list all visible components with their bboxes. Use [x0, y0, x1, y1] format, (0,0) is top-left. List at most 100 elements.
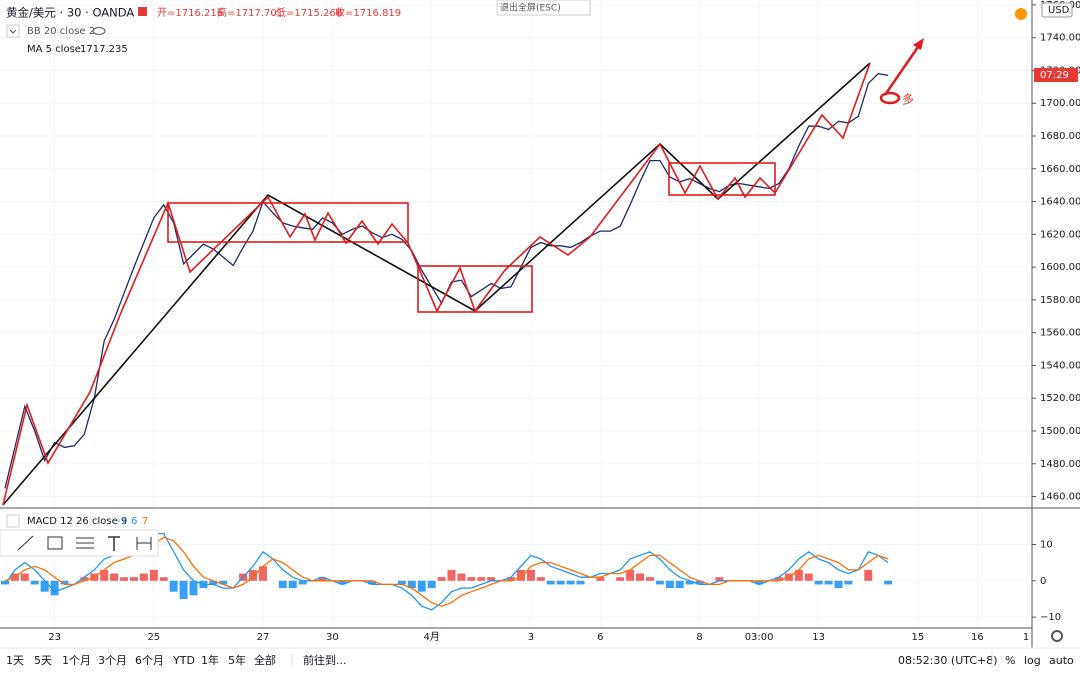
last-price-tag [1034, 68, 1078, 82]
histogram-bar [258, 566, 267, 581]
range-button[interactable]: YTD [172, 654, 195, 667]
histogram-bar [417, 580, 426, 592]
x-tick-label: 25 [147, 632, 160, 643]
exit-fullscreen-button[interactable] [496, 0, 591, 16]
arrow [883, 43, 922, 96]
y-tick-label: −10 [1040, 612, 1061, 623]
exit-fullscreen[interactable]: 退出全屏(ESC) [500, 2, 561, 14]
y-tick-label: 1680.000 [1040, 131, 1080, 142]
clock: 08:52:30 (UTC+8) [898, 654, 998, 667]
x-tick-label: 30 [326, 632, 339, 643]
histogram-bar [318, 577, 327, 581]
range-button[interactable]: 5天 [34, 654, 52, 667]
alert-icon[interactable] [1015, 8, 1027, 20]
range-button[interactable]: 1个月 [62, 654, 91, 667]
histogram-bar [407, 580, 416, 589]
histogram-bar [546, 580, 555, 585]
signal-value: 6 [131, 516, 137, 527]
histogram-bar [655, 580, 664, 585]
y-tick-label: 1700.000 [1040, 98, 1080, 109]
range-button[interactable]: 5年 [228, 653, 246, 667]
histogram-bar [467, 577, 476, 581]
histogram-bar [80, 577, 89, 581]
drawings: 多 [2, 38, 924, 506]
scale-option[interactable]: auto [1049, 654, 1074, 667]
histogram-bar [526, 569, 535, 581]
scale-option[interactable]: log [1024, 654, 1041, 667]
ma-indicator: MA 5 close [27, 44, 81, 55]
drawing-toolbar [0, 529, 159, 557]
histogram-bar [169, 580, 178, 592]
histogram-bar [556, 580, 565, 585]
histogram-bar [774, 577, 783, 581]
histogram-bar [60, 580, 69, 585]
flag[interactable] [138, 7, 147, 16]
range-button[interactable]: 1年 [201, 653, 219, 667]
histogram-bar [249, 569, 258, 581]
histogram-bar [636, 573, 645, 581]
histogram-bar [40, 580, 49, 592]
collapse-button[interactable] [6, 24, 20, 38]
x-tick-label: 3 [528, 632, 534, 643]
histogram-bar [536, 577, 545, 581]
histogram-bar [804, 573, 813, 581]
histogram-bar [30, 580, 39, 585]
y-tick-label: 10 [1040, 539, 1053, 550]
histogram-bar [824, 580, 833, 585]
goto-button[interactable]: 前往到... [303, 653, 347, 667]
histogram-bar [20, 573, 29, 581]
y-tick-label: 1460.000 [1040, 492, 1080, 503]
rect-tool[interactable] [47, 536, 63, 550]
fib-tool[interactable] [76, 537, 94, 549]
x-tick-label: 13 [812, 632, 825, 643]
arrow-head [913, 38, 924, 50]
histogram-bar [844, 580, 853, 585]
histogram-bar [189, 580, 198, 596]
range-box [668, 162, 776, 196]
trend-line [2, 62, 871, 506]
histogram-bar [139, 573, 148, 581]
annotation: 多 [902, 93, 914, 107]
ohlc-open: 开=1716.216 [157, 8, 223, 19]
histogram-bar [834, 580, 843, 589]
histogram-bar [219, 580, 228, 585]
ohlc-high: 高=1717.701 [217, 6, 283, 19]
line-tool[interactable] [17, 535, 34, 551]
currency: USD [1048, 5, 1070, 16]
histogram-bar [129, 577, 138, 581]
histogram-bar [507, 577, 516, 581]
circle-mark [879, 91, 901, 105]
histogram-bar [645, 577, 654, 581]
currency-box[interactable] [1041, 2, 1073, 18]
histogram-bar [179, 580, 188, 599]
bottom-toolbar: 1天 5天 1个月 3个月 6个月 YTD 1年 5年 全部 前往到... 08:52:30 (UT… [6, 653, 1074, 667]
histogram-bar [516, 569, 525, 581]
measure-tool[interactable] [136, 537, 152, 550]
range-box [167, 202, 409, 243]
chevron [9, 29, 17, 34]
histogram-bar [864, 569, 873, 581]
y-tick-label: 1500.000 [1040, 426, 1080, 437]
histogram-bar [120, 577, 129, 581]
range-box [417, 265, 533, 313]
histogram-bar [487, 577, 496, 581]
range-button[interactable]: 全部 [254, 653, 276, 667]
range-button[interactable]: 6个月 [135, 654, 164, 667]
x-tick-label: 8 [696, 632, 702, 643]
x-tick-label: 23 [48, 632, 61, 643]
eye-icon[interactable] [92, 27, 106, 35]
histogram-bar [884, 580, 893, 585]
scale-option[interactable]: % [1005, 654, 1015, 667]
histogram-bar [437, 577, 446, 581]
text-tool[interactable] [108, 536, 120, 551]
histogram-bar [616, 577, 625, 581]
histogram-bar [149, 569, 158, 581]
settings-icon[interactable] [1051, 630, 1063, 642]
range-button[interactable]: 1天 [6, 654, 24, 667]
range-button[interactable]: 3个月 [98, 654, 127, 667]
histogram-bar [338, 580, 347, 585]
x-tick-label: 15 [912, 632, 925, 643]
collapse-button[interactable] [6, 514, 20, 528]
